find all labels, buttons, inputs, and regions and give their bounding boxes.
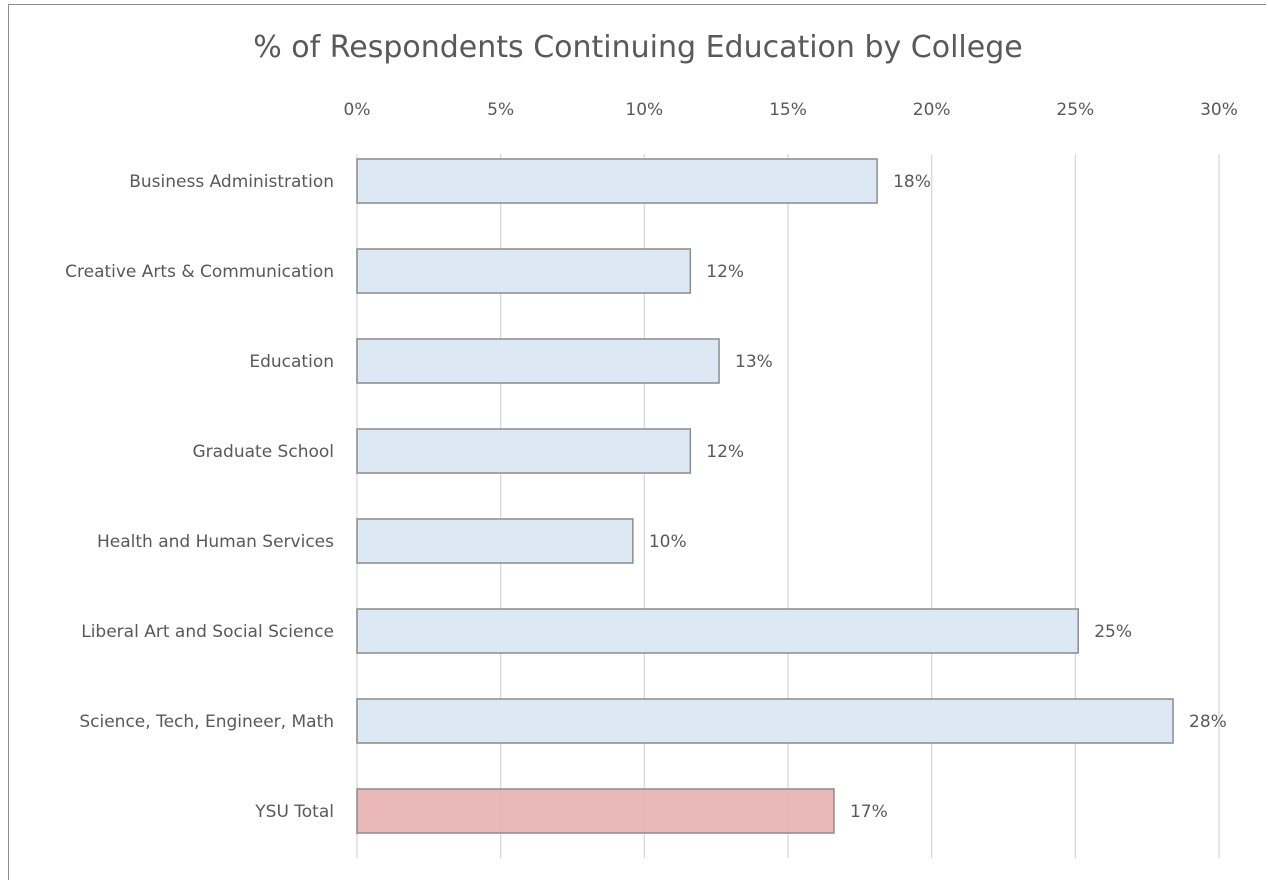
category-label: Science, Tech, Engineer, Math [79, 712, 334, 732]
data-label: 12% [706, 442, 744, 462]
data-label: 25% [1094, 622, 1132, 642]
data-label: 13% [735, 352, 773, 372]
x-tick-label: 0% [344, 100, 371, 120]
bars [356, 158, 1174, 834]
bar [356, 158, 878, 204]
data-label: 28% [1189, 712, 1227, 732]
data-label: 17% [850, 802, 888, 822]
x-tick-label: 20% [913, 100, 951, 120]
category-label: Graduate School [192, 442, 334, 462]
category-label: Education [249, 352, 334, 372]
category-label: Health and Human Services [97, 532, 334, 552]
category-label: YSU Total [254, 802, 334, 822]
x-axis-ticks: 0% 5% 10% 15% 20% 25% 30% [344, 100, 1238, 120]
bar [356, 698, 1174, 744]
chart-title: % of Respondents Continuing Education by… [253, 30, 1023, 65]
x-tick-label: 5% [487, 100, 514, 120]
category-labels: Business Administration Creative Arts & C… [65, 172, 334, 822]
bar-total [356, 788, 835, 834]
bar [356, 608, 1079, 654]
data-label: 10% [649, 532, 687, 552]
bar [356, 428, 692, 474]
x-tick-label: 10% [625, 100, 663, 120]
bar [356, 248, 692, 294]
bar [356, 518, 634, 564]
category-label: Business Administration [129, 172, 334, 192]
data-label: 12% [706, 262, 744, 282]
bar [356, 338, 720, 384]
category-label: Creative Arts & Communication [65, 262, 334, 282]
data-labels: 18% 12% 13% 12% 10% 25% 28% 17% [649, 172, 1227, 822]
category-label: Liberal Art and Social Science [81, 622, 334, 642]
x-tick-label: 25% [1056, 100, 1094, 120]
x-tick-label: 30% [1200, 100, 1238, 120]
x-tick-label: 15% [769, 100, 807, 120]
data-label: 18% [893, 172, 931, 192]
